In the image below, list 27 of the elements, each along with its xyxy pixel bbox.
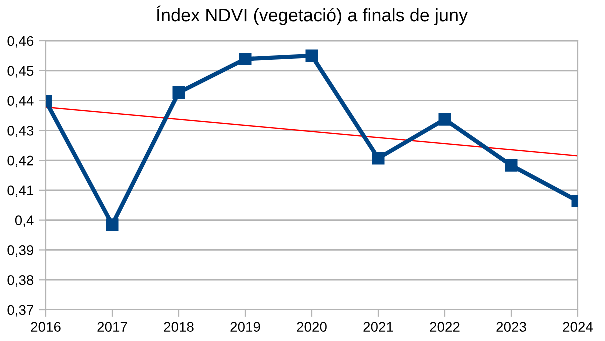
point: [372, 152, 385, 165]
point: [172, 86, 186, 99]
point: [239, 52, 252, 66]
point: [106, 218, 119, 232]
chart-title: Índex NDVI (vegetació) a finals de juny: [157, 6, 468, 26]
y-tick-label: 0,37: [8, 305, 34, 317]
x-tick-label: 2019: [230, 322, 260, 332]
y-tick-label: 0,42: [8, 156, 34, 168]
x-tick-label: 2020: [297, 322, 327, 332]
point: [306, 50, 318, 62]
y-tick-label: 0,44: [8, 96, 34, 108]
x-tick-label: 2024: [563, 322, 594, 332]
y-tick-label: 0,38: [8, 275, 34, 287]
x-tick-label: 2023: [496, 322, 526, 332]
x-tick-label: 2016: [31, 322, 61, 332]
point: [438, 113, 452, 126]
y-tick-label: 0,39: [8, 246, 34, 258]
x-tick-label: 2022: [430, 322, 460, 332]
y-tick-label: 0,45: [8, 66, 34, 78]
x-tick-label: 2018: [164, 322, 194, 332]
point: [505, 159, 518, 172]
y-tick-label: 0,43: [8, 126, 34, 138]
x-tick-label: 2017: [98, 322, 128, 332]
x-tick-label: 2021: [364, 322, 394, 332]
y-tick-label: 0,4: [15, 216, 34, 228]
y-tick-label: 0,46: [8, 36, 34, 48]
y-tick-label: 0,41: [8, 186, 34, 198]
